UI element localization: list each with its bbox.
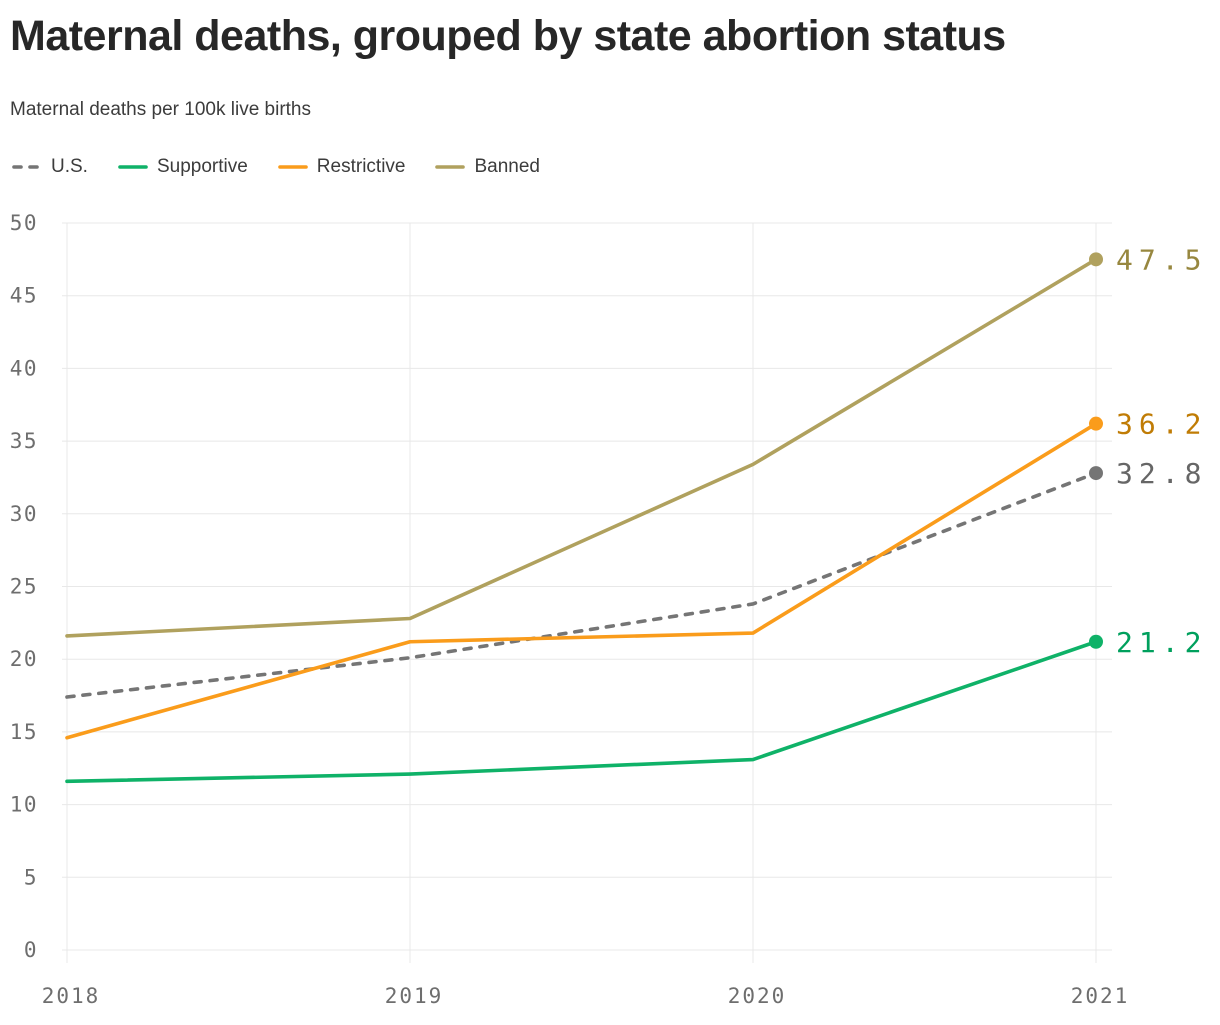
y-tick-label: 25 [10, 575, 38, 599]
y-tick-label: 15 [10, 720, 38, 744]
y-tick-label: 20 [10, 647, 38, 671]
chart-subtitle: Maternal deaths per 100k live births [10, 99, 311, 120]
legend-item-us: U.S. [12, 156, 88, 178]
chart-title: Maternal deaths, grouped by state aborti… [10, 12, 1006, 60]
y-tick-label: 35 [10, 429, 38, 453]
series-line-restrictive [65, 421, 1098, 740]
series-endpoint-dot [1089, 466, 1103, 481]
series-end-label: 32.8 [1116, 457, 1207, 490]
x-tick-label: 2021 [1071, 984, 1130, 1008]
legend-swatch-icon [435, 165, 466, 169]
series-line-us [65, 471, 1098, 699]
series-end-label: 47.5 [1116, 243, 1207, 276]
legend-swatch-icon [277, 165, 308, 169]
chart-area: 0 5 10 15 20 25 30 35 40 45 50 2018 2019 2020 2021 32.8… [0, 200, 1220, 1020]
legend-label: U.S. [51, 156, 88, 177]
legend-item-banned: Banned [435, 156, 540, 178]
y-tick-label: 50 [10, 211, 38, 235]
legend-label: Banned [474, 156, 540, 177]
series-end-label: 36.2 [1116, 408, 1207, 441]
legend-label: Restrictive [316, 156, 406, 177]
x-tick-label: 2018 [42, 984, 101, 1008]
y-tick-label: 5 [24, 865, 38, 889]
x-tick-label: 2019 [385, 984, 444, 1008]
y-tick-label: 30 [10, 502, 38, 526]
series-end-label: 21.2 [1116, 626, 1207, 659]
legend-swatch-icon [118, 165, 148, 169]
chart-legend: U.S. Supportive Restrictive Banned [12, 156, 540, 178]
y-tick-label: 0 [24, 938, 38, 962]
legend-item-restrictive: Restrictive [277, 156, 406, 178]
series-line-banned [65, 257, 1098, 638]
x-tick-label: 2020 [728, 984, 787, 1008]
line-chart: 0 5 10 15 20 25 30 35 40 45 50 2018 2019 2020 2021 32.8… [10, 211, 1207, 1008]
series-endpoint-dot [1089, 634, 1103, 649]
y-tick-label: 10 [10, 793, 38, 817]
y-tick-label: 45 [10, 284, 38, 308]
series-line-supportive [65, 639, 1098, 784]
legend-swatch-icon [12, 165, 42, 169]
y-tick-label: 40 [10, 356, 38, 380]
series-endpoint-dot [1089, 252, 1103, 267]
series-endpoint-dot [1089, 416, 1103, 431]
legend-label: Supportive [156, 156, 248, 177]
legend-item-supportive: Supportive [118, 156, 248, 178]
